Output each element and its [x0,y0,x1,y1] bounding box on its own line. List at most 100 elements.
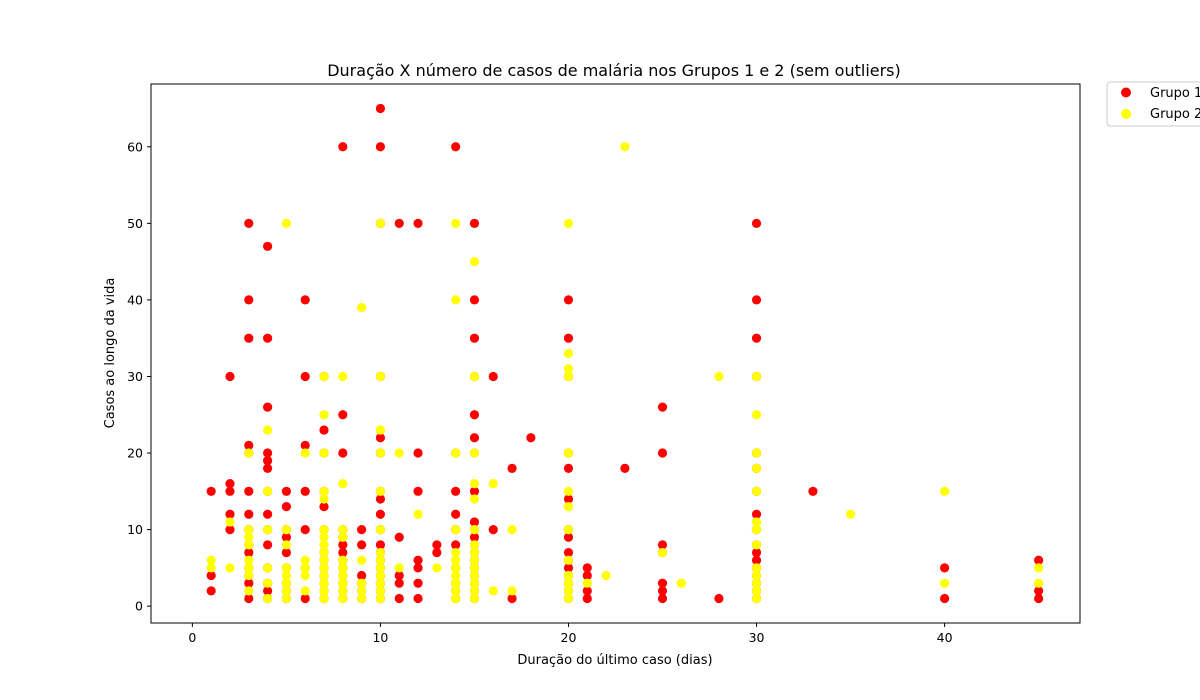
data-point [244,448,254,458]
y-axis: 0 10 20 30 40 50 60 [127,139,151,614]
data-point [338,570,348,581]
data-point [281,524,291,535]
series-1 [206,103,1044,604]
data-point [751,547,762,558]
data-point [620,142,630,152]
data-point [244,295,254,305]
data-point [1034,563,1044,573]
data-point [469,479,480,489]
data-point [808,486,818,496]
data-point [319,593,329,604]
data-point [300,295,310,305]
data-point [940,593,950,604]
data-point [451,509,461,519]
data-point [338,578,348,588]
data-point [338,540,348,550]
data-point [281,547,291,558]
data-point [281,502,291,512]
data-point [263,563,273,573]
data-point [507,593,517,604]
data-point [451,540,461,550]
data-point [469,540,480,550]
data-point [338,563,348,573]
data-point [488,586,498,596]
data-point [281,532,291,542]
data-point [319,524,329,535]
data-point [563,463,574,473]
data-point [620,463,630,473]
data-point [657,547,668,558]
data-point [300,448,310,458]
data-point [300,555,310,565]
x-tick-label: 30 [749,630,765,645]
data-point [263,425,273,435]
data-point [657,593,668,604]
data-point [469,532,480,542]
data-point [1034,593,1044,604]
data-point [451,563,461,573]
data-point [469,494,480,504]
data-point [225,509,235,519]
data-point [375,540,386,550]
data-point [432,563,442,573]
data-point [375,586,386,596]
data-point [244,218,254,228]
data-point [563,348,574,359]
data-point [206,555,216,565]
data-point [451,486,461,496]
x-tick-label: 0 [188,630,196,645]
data-point [469,524,480,535]
data-point [244,440,254,450]
data-point [582,563,592,573]
data-point [601,570,611,581]
data-point [563,364,574,374]
data-point [281,586,291,596]
data-point [375,425,386,435]
data-point [357,578,367,588]
data-point [338,547,348,558]
data-point [319,578,329,588]
data-point [413,563,423,573]
data-point [300,563,310,573]
data-point [469,333,480,343]
data-point [563,547,574,558]
data-point [657,578,668,588]
data-point [451,142,461,152]
data-point [751,218,762,228]
data-point [225,371,235,382]
data-point [338,479,348,489]
x-axis-label: Duração do último caso (dias) [517,653,712,668]
data-point [225,524,235,535]
data-point [319,540,329,550]
data-point [488,524,498,535]
data-point [451,570,461,581]
data-point [357,302,367,313]
data-point [375,578,386,588]
data-point [751,555,762,565]
data-point [225,479,235,489]
data-point [375,563,386,573]
data-point [469,517,480,527]
data-point [206,563,216,573]
data-point [563,448,574,458]
data-point [357,593,367,604]
data-point [751,448,762,458]
data-point [751,586,762,596]
data-point [657,586,668,596]
data-point [394,448,404,458]
data-point [507,463,517,473]
data-point [432,547,442,558]
data-point [244,486,254,496]
data-point [263,456,273,466]
data-point [940,486,950,496]
data-point [263,586,273,596]
data-point [375,486,386,496]
data-point [244,578,254,588]
data-point [751,540,762,550]
data-point [244,563,254,573]
data-point [375,103,386,114]
data-point [206,570,216,581]
data-point [563,371,574,382]
data-point [507,524,517,535]
data-point [394,570,404,581]
